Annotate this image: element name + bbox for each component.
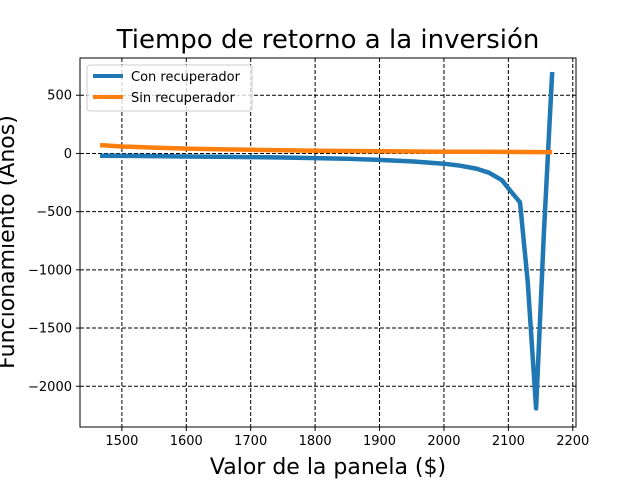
series-line-con-recuperador [99, 71, 555, 411]
plot-frame [79, 57, 577, 428]
x-tick-label: 1500 [105, 434, 138, 449]
grid [80, 58, 576, 427]
y-tick-label: 500 [47, 89, 72, 104]
y-axis-label: Funcionamiento (Años) [0, 115, 20, 369]
legend-box [86, 64, 253, 112]
series-lines [99, 71, 555, 411]
x-tick-label: 1900 [363, 434, 396, 449]
x-tick-label: 2100 [492, 434, 525, 449]
series-line-sin-recuperador [99, 142, 553, 155]
x-axis-label: Valor de la panela ($) [210, 455, 446, 480]
x-tick-label: 2200 [556, 434, 589, 449]
legend-label-sin-recuperador: Sin recuperador [131, 91, 235, 106]
x-tick-label: 1600 [170, 434, 203, 449]
legend-label-con-recuperador: Con recuperador [131, 70, 241, 85]
y-tick-label: −500 [36, 205, 72, 220]
chart-title: Tiempo de retorno a la inversión [116, 25, 540, 55]
y-tick-label: 0 [64, 147, 72, 162]
y-tick-label: −1000 [28, 263, 72, 278]
x-tick-label: 1800 [299, 434, 332, 449]
legend: Con recuperador Sin recuperador [86, 64, 253, 112]
x-tick-label: 1700 [234, 434, 267, 449]
x-tick-label: 2000 [427, 434, 460, 449]
axis-ticks: 1500 1600 1700 1800 1900 2000 2100 2200 500 0 −500… [28, 89, 589, 449]
y-tick-label: −1500 [28, 322, 72, 337]
y-tick-label: −2000 [28, 380, 72, 395]
